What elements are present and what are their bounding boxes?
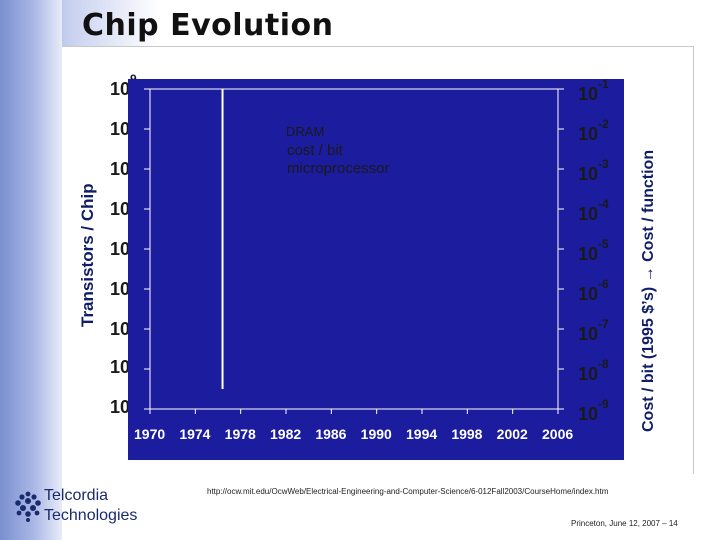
- x-tick-label: 1974: [179, 426, 211, 442]
- company-name-line1: Telcordia: [44, 487, 109, 504]
- title-divider: [62, 46, 694, 47]
- x-tick-label: 1982: [270, 426, 302, 442]
- y-right-tick-label: 10-9: [578, 397, 609, 424]
- y-right-tick-label: 10-3: [578, 157, 609, 184]
- y-left-tick-label: 10: [110, 357, 131, 377]
- y-right-tick-label: 10-7: [578, 317, 609, 344]
- y-axis-right-label: Cost / bit (1995 $’s) → Cost / function: [640, 149, 657, 432]
- slide-title: Chip Evolution: [82, 8, 334, 43]
- y-right-tick-label: 10-4: [578, 197, 609, 224]
- x-tick-label: 1978: [224, 426, 256, 442]
- y-right-tick-label: 10-1: [578, 77, 609, 104]
- x-tick-label: 1998: [451, 426, 483, 442]
- footer-text: Princeton, June 12, 2007 – 14: [571, 519, 678, 528]
- title-band: [0, 0, 720, 46]
- y-right-tick-label: 10-6: [578, 277, 609, 304]
- legend-dram: DRAM: [286, 124, 325, 139]
- left-accent-bar: [0, 0, 62, 540]
- y-left-tick-label: 10: [110, 397, 131, 417]
- telcordia-logo-icon: [14, 486, 42, 531]
- source-url: http://ocw.mit.edu/OcwWeb/Electrical-Eng…: [207, 487, 609, 496]
- legend-cost-bit: cost / bit: [287, 142, 343, 159]
- chart-area: [128, 79, 624, 460]
- x-tick-label: 1994: [406, 426, 438, 442]
- company-name-line2: Technologies: [44, 507, 138, 524]
- x-tick-label: 2002: [496, 426, 528, 442]
- chart-plot: [144, 88, 564, 414]
- legend-microprocessor: microprocessor: [287, 160, 390, 177]
- x-tick-label: 2006: [542, 426, 574, 442]
- y-right-tick-label: 10-2: [578, 117, 609, 144]
- x-tick-label: 1986: [315, 426, 347, 442]
- y-right-tick-label: 10-5: [578, 237, 609, 264]
- company-name: Telcordia Technologies: [44, 486, 137, 526]
- right-divider: [693, 46, 694, 474]
- y-right-tick-label: 10-8: [578, 357, 609, 384]
- x-tick-label: 1990: [360, 426, 392, 442]
- x-tick-label: 1970: [134, 426, 166, 442]
- plot-frame: [149, 88, 559, 410]
- y-axis-left-label: Transistors / Chip: [78, 183, 97, 327]
